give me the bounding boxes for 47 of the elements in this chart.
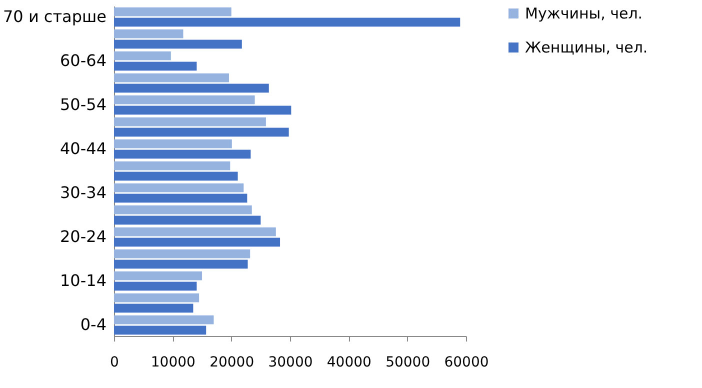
bar	[114, 293, 200, 302]
bar	[114, 216, 261, 225]
x-tick-label: 40000	[326, 354, 372, 370]
legend-label: Мужчины, чел.	[525, 4, 643, 22]
x-tick-label: 60000	[444, 354, 489, 370]
y-tick-label: 10-14	[60, 271, 106, 290]
bar	[114, 62, 197, 71]
bar	[114, 7, 232, 16]
bar	[114, 172, 238, 181]
y-tick-label: 60-64	[60, 51, 106, 70]
bar	[114, 282, 197, 291]
bar	[114, 128, 289, 137]
y-tick-label: 30-34	[60, 183, 106, 202]
bar	[114, 249, 250, 258]
y-tick-label: 20-24	[60, 227, 106, 246]
x-tick-label: 0	[110, 354, 119, 370]
bar	[114, 315, 214, 324]
bar	[114, 227, 276, 236]
bar	[114, 84, 269, 93]
bar	[114, 95, 255, 104]
y-tick-label: 70 и старше	[3, 7, 106, 26]
x-tick-label: 20000	[210, 354, 254, 370]
bar	[114, 183, 244, 192]
bar	[114, 260, 248, 269]
x-tick-label: 30000	[268, 354, 313, 370]
bar	[114, 51, 171, 60]
bar	[114, 326, 206, 335]
y-tick-label: 0-4	[80, 315, 106, 334]
bar	[114, 150, 251, 159]
x-tick-label: 10000	[150, 354, 196, 370]
bar	[114, 139, 232, 148]
bar	[114, 271, 202, 280]
bar	[114, 304, 194, 313]
bar	[114, 40, 242, 49]
x-tick-label: 50000	[386, 354, 430, 370]
bar	[114, 117, 266, 126]
legend-label: Женщины, чел.	[525, 38, 648, 56]
bar	[114, 73, 229, 82]
bar	[114, 18, 460, 27]
bar	[114, 106, 292, 115]
y-tick-label: 50-54	[60, 95, 106, 114]
bar	[114, 238, 280, 247]
y-tick-label: 40-44	[60, 139, 106, 158]
bar	[114, 161, 230, 170]
bar	[114, 29, 184, 38]
bar	[114, 194, 248, 203]
bar	[114, 205, 252, 214]
